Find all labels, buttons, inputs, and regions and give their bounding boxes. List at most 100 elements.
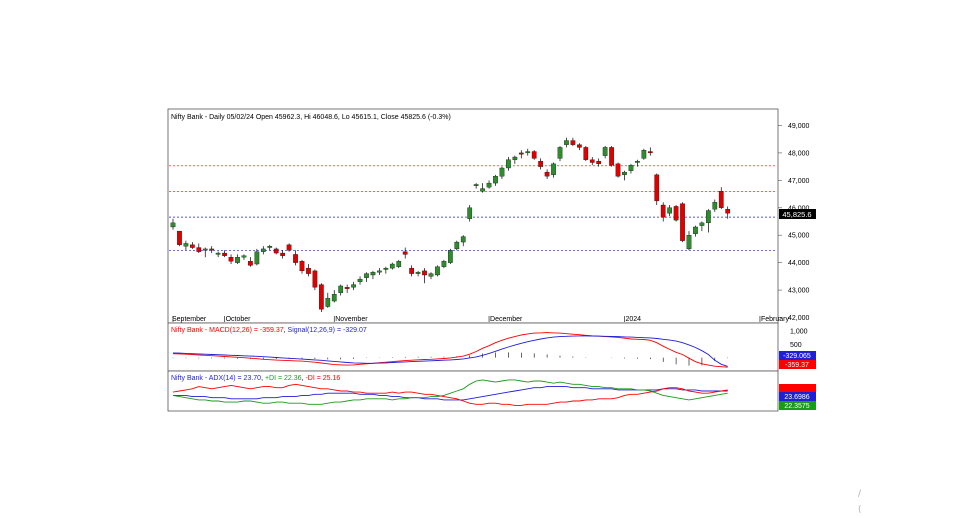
minus-di-value-box: [779, 384, 816, 392]
candle-body: [706, 210, 711, 224]
candle-body: [596, 160, 602, 165]
signal-line: [172, 335, 728, 367]
support-resistance-lines: [169, 165, 777, 251]
candle-body: [260, 248, 266, 252]
candle-body: [409, 267, 415, 274]
candle-body: [525, 151, 531, 154]
price-y-tick-label: 46,000: [788, 205, 810, 212]
macd-y-tick-label: 500: [790, 342, 802, 349]
price-y-axis: 49,000 48,000 47,000 46,000 45,000 44,000 43,0…: [778, 123, 810, 322]
candle-body: [583, 147, 589, 160]
candle-body: [422, 270, 427, 276]
candle-body: [183, 243, 189, 247]
date-x-tick-label: December: [490, 316, 523, 323]
candle-body: [667, 207, 673, 214]
candle-body: [589, 159, 595, 163]
candle-body: [338, 285, 344, 293]
candle-body: [209, 248, 215, 251]
candle-body: [189, 244, 195, 248]
candle-body: [551, 163, 556, 175]
candle-body: [570, 140, 576, 145]
price-y-tick-label: 49,000: [788, 123, 810, 130]
candle-body: [493, 176, 498, 184]
candle-body: [364, 273, 369, 278]
minus-di-line: [172, 383, 728, 406]
date-x-tick-label: February: [761, 316, 790, 323]
last-price-label: 45,825.6: [782, 210, 811, 219]
candle-body: [454, 241, 460, 250]
adx-value-box: [779, 392, 816, 401]
candle-body: [435, 266, 440, 276]
price-y-tick-label: 44,000: [788, 260, 810, 267]
candle-body: [635, 160, 640, 163]
candle-body: [693, 226, 698, 234]
candle-body: [564, 140, 569, 145]
date-x-tick-label: November: [335, 316, 368, 323]
price-plot-area: [167, 108, 779, 324]
price-y-tick-label: 48,000: [788, 150, 810, 157]
candle-body: [718, 191, 724, 208]
candle-body: [577, 144, 582, 148]
candle-body: [331, 294, 337, 302]
candle-body: [467, 207, 473, 219]
candle-body: [241, 255, 247, 258]
candle-body: [293, 254, 298, 263]
candle-body: [641, 150, 647, 159]
candle-body: [170, 222, 176, 228]
macd-value-box: [779, 360, 816, 369]
price-y-tick-label: 43,000: [788, 288, 810, 295]
corner-decoration-bottom: (: [858, 505, 862, 515]
candle-body: [518, 152, 524, 155]
candle-body: [267, 246, 273, 248]
date-x-axis: September October November December 2024 Febr…: [172, 316, 789, 323]
candle-body: [370, 272, 376, 276]
macd-y-tick-label: 1,000: [790, 329, 808, 336]
candle-body: [712, 202, 718, 210]
candle-body: [602, 147, 608, 156]
candle-body: [377, 270, 382, 273]
adx-pane-title: Nifty Bank - ADX(14) = 23.70, +DI = 22.3…: [171, 375, 340, 382]
candle-body: [254, 251, 260, 265]
candle-body: [196, 247, 202, 252]
candle-body: [686, 235, 692, 250]
candle-body: [248, 261, 253, 266]
adx-plot-area: [167, 370, 779, 412]
signal-value-label: -329.065: [783, 353, 811, 360]
candle-body: [654, 174, 660, 202]
candle-body: [428, 273, 434, 277]
candle-body: [673, 206, 679, 221]
candle-body: [441, 261, 447, 267]
candle-body: [647, 151, 653, 154]
candle-body: [538, 160, 544, 167]
macd-value-label: -359.37: [785, 362, 809, 369]
candle-body: [680, 203, 685, 241]
candle-body: [351, 284, 356, 288]
candle-body: [299, 261, 305, 272]
minus-di-legend-label: -DI = 25.16: [305, 375, 340, 382]
price-pane: Nifty Bank - Daily 05/02/24 Open 45962.3…: [167, 108, 816, 324]
candle-body: [306, 267, 311, 274]
candle-body: [544, 171, 550, 177]
candle-body: [280, 252, 286, 256]
candle-body: [286, 244, 292, 251]
candle-body: [402, 251, 408, 255]
candle-body: [660, 204, 666, 218]
candle-body: [389, 263, 395, 269]
candle-body: [622, 171, 627, 175]
candle-body: [228, 257, 234, 262]
candlestick-series: [170, 137, 731, 313]
signal-value-box: [779, 351, 816, 360]
macd-legend-label: Nifty Bank - MACD(12,26) = -359.37: [171, 327, 284, 334]
candle-body: [177, 230, 182, 245]
macd-pane-title: Nifty Bank - MACD(12,26) = -359.37, Sign…: [171, 327, 367, 334]
candle-body: [506, 159, 511, 169]
candle-body: [699, 222, 705, 226]
plus-di-line: [172, 379, 728, 405]
candle-body: [325, 298, 331, 307]
candle-body: [318, 284, 324, 310]
price-y-tick-label: 47,000: [788, 178, 810, 185]
last-price-marker: 45,825.6: [779, 209, 816, 219]
price-y-tick-label: 45,000: [788, 233, 810, 240]
date-x-tick-label: 2024: [626, 316, 642, 323]
